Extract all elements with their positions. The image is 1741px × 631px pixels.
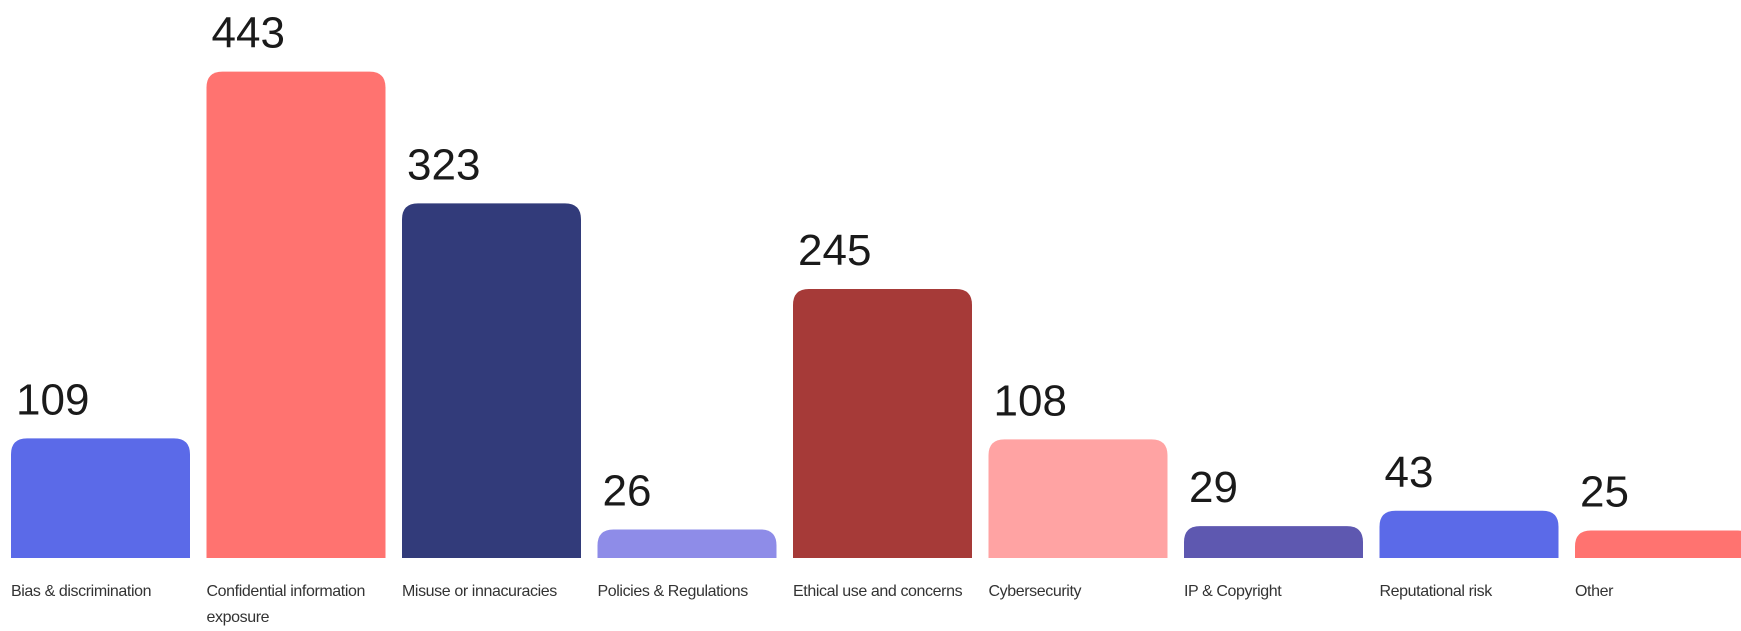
bar bbox=[1379, 510, 1559, 558]
value-label: 323 bbox=[407, 140, 480, 189]
bar bbox=[988, 439, 1168, 558]
bar bbox=[206, 71, 386, 558]
value-label: 25 bbox=[1580, 468, 1629, 517]
bar bbox=[11, 438, 190, 558]
x-tick-label: IP & Copyright bbox=[1184, 583, 1282, 600]
x-tick-label: Other bbox=[1575, 583, 1614, 600]
value-label: 29 bbox=[1189, 463, 1238, 512]
bar bbox=[793, 288, 972, 558]
value-label: 109 bbox=[16, 375, 89, 424]
x-tick-label: Cybersecurity bbox=[988, 583, 1082, 600]
value-label: 245 bbox=[798, 226, 871, 275]
x-tick-label: Reputational risk bbox=[1379, 583, 1493, 600]
x-tick-label: Confidential information exposure bbox=[206, 583, 366, 626]
bar bbox=[1184, 526, 1363, 558]
x-tick-label: Ethical use and concerns bbox=[793, 583, 963, 600]
x-tick-label: Misuse or innacuracies bbox=[402, 583, 557, 600]
bar bbox=[1575, 530, 1741, 558]
bar bbox=[597, 529, 777, 558]
bar bbox=[402, 203, 581, 558]
value-label: 26 bbox=[603, 466, 652, 515]
value-label: 108 bbox=[994, 376, 1067, 425]
value-label: 43 bbox=[1385, 448, 1434, 497]
value-label: 443 bbox=[212, 9, 285, 58]
x-tick-label: Policies & Regulations bbox=[597, 583, 749, 600]
x-tick-label: Bias & discrimination bbox=[11, 583, 152, 600]
